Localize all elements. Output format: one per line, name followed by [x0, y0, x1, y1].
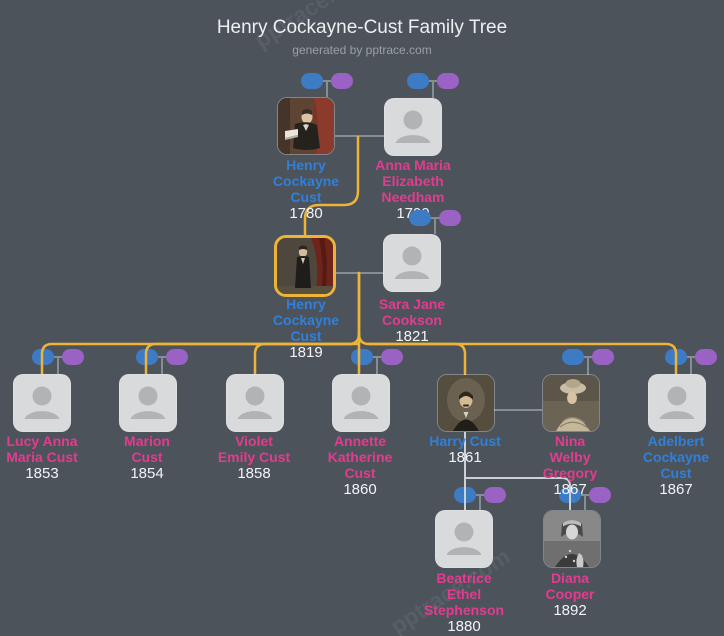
- avatar-adelbert-cockayne-cust[interactable]: [648, 374, 706, 432]
- mother-pill-icon[interactable]: [592, 349, 614, 365]
- father-pill-icon[interactable]: [301, 73, 323, 89]
- parents-pair-nina: [562, 349, 614, 365]
- parents-pair-sara-jane: [409, 210, 461, 226]
- year-henry-cockayne-cust-1819: 1819: [289, 344, 323, 361]
- father-pill-icon[interactable]: [409, 210, 431, 226]
- father-pill-icon[interactable]: [351, 349, 373, 365]
- sepia-photo-woman-hat: [543, 375, 599, 431]
- name-lucy-anna-maria-cust: Lucy Anna Maria Cust: [6, 433, 78, 465]
- mother-pill-icon[interactable]: [439, 210, 461, 226]
- year-harry-cust: 1861: [448, 449, 482, 466]
- page-subtitle: generated by pptrace.com: [292, 43, 432, 57]
- avatar-violet-emily-cust[interactable]: [226, 374, 284, 432]
- person-placeholder-icon: [394, 246, 430, 279]
- name-henry-cockayne-cust-1780: Henry Cockayne Cust: [272, 157, 340, 205]
- year-adelbert-cockayne-cust: 1867: [659, 481, 693, 498]
- name-marion-cust: Marion Cust: [124, 433, 170, 465]
- name-annette-katherine-cust: Annette Katherine Cust: [327, 433, 393, 481]
- avatar-sara-jane-cookson[interactable]: [383, 234, 441, 292]
- bw-photo-woman-headband: [544, 511, 600, 567]
- year-henry-cockayne-cust-1780: 1780: [289, 205, 323, 222]
- mother-pill-icon[interactable]: [381, 349, 403, 365]
- father-pill-icon[interactable]: [665, 349, 687, 365]
- mother-pill-icon[interactable]: [484, 487, 506, 503]
- name-anna-maria-needham: Anna Maria Elizabeth Needham: [375, 157, 451, 205]
- father-pill-icon[interactable]: [454, 487, 476, 503]
- year-marion-cust: 1854: [130, 465, 164, 482]
- person-placeholder-icon: [446, 522, 482, 555]
- year-diana-cooper: 1892: [553, 602, 587, 619]
- sepia-photo-man: [438, 375, 494, 431]
- portrait-nina-welby-gregory[interactable]: [542, 374, 600, 432]
- father-pill-icon[interactable]: [562, 349, 584, 365]
- portrait-harry-cust[interactable]: [437, 374, 495, 432]
- mother-pill-icon[interactable]: [331, 73, 353, 89]
- person-placeholder-icon: [24, 386, 60, 419]
- name-diana-cooper: Diana Cooper: [545, 570, 595, 602]
- mother-pill-icon[interactable]: [166, 349, 188, 365]
- parents-pair-henry-1780: [301, 73, 353, 89]
- year-nina-welby-gregory: 1867: [553, 481, 587, 498]
- father-pill-icon[interactable]: [407, 73, 429, 89]
- person-placeholder-icon: [237, 386, 273, 419]
- mother-pill-icon[interactable]: [695, 349, 717, 365]
- painting-seated-gentleman: [278, 98, 334, 154]
- painting-standing-gentleman: [277, 238, 333, 294]
- person-placeholder-icon: [130, 386, 166, 419]
- parents-pair-adelbert: [665, 349, 717, 365]
- portrait-henry-cockayne-cust-1819[interactable]: [274, 235, 336, 297]
- father-pill-icon[interactable]: [136, 349, 158, 365]
- parents-pair-annette: [351, 349, 403, 365]
- parents-pair-beatrice: [454, 487, 506, 503]
- person-placeholder-icon: [395, 110, 431, 143]
- year-sara-jane-cookson: 1821: [395, 328, 429, 345]
- year-annette-katherine-cust: 1860: [343, 481, 377, 498]
- year-violet-emily-cust: 1858: [237, 465, 271, 482]
- avatar-beatrice-ethel-stephenson[interactable]: [435, 510, 493, 568]
- name-adelbert-cockayne-cust: Adelbert Cockayne Cust: [642, 433, 710, 481]
- mother-pill-icon[interactable]: [62, 349, 84, 365]
- name-nina-welby-gregory: Nina Welby Gregory: [542, 433, 598, 481]
- parents-pair-lucy: [32, 349, 84, 365]
- avatar-marion-cust[interactable]: [119, 374, 177, 432]
- parents-pair-anna-maria: [407, 73, 459, 89]
- parents-pair-marion: [136, 349, 188, 365]
- father-pill-icon[interactable]: [32, 349, 54, 365]
- avatar-lucy-anna-maria-cust[interactable]: [13, 374, 71, 432]
- name-harry-cust: Harry Cust: [429, 433, 501, 449]
- mother-pill-icon[interactable]: [437, 73, 459, 89]
- page-title: Henry Cockayne-Cust Family Tree: [216, 17, 508, 38]
- year-lucy-anna-maria-cust: 1853: [25, 465, 59, 482]
- name-violet-emily-cust: Violet Emily Cust: [217, 433, 291, 465]
- year-beatrice-ethel-stephenson: 1880: [447, 618, 481, 635]
- avatar-anna-maria-needham[interactable]: [384, 98, 442, 156]
- portrait-diana-cooper[interactable]: [543, 510, 601, 568]
- person-placeholder-icon: [343, 386, 379, 419]
- name-sara-jane-cookson: Sara Jane Cookson: [378, 296, 446, 328]
- person-placeholder-icon: [659, 386, 695, 419]
- name-henry-cockayne-cust-1819: Henry Cockayne Cust: [272, 296, 340, 344]
- portrait-henry-cockayne-cust-1780[interactable]: [277, 97, 335, 155]
- avatar-annette-katherine-cust[interactable]: [332, 374, 390, 432]
- name-beatrice-ethel-stephenson: Beatrice Ethel Stephenson: [423, 570, 505, 618]
- mother-pill-icon[interactable]: [589, 487, 611, 503]
